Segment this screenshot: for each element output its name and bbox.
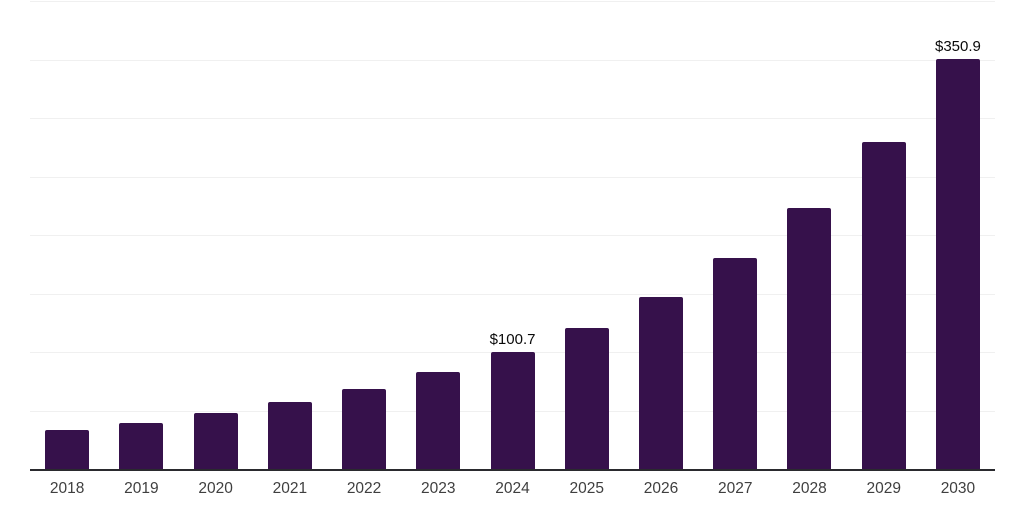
gridline [30, 293, 995, 295]
x-tick-label-2018: 2018 [49, 480, 85, 497]
bar-slot-2020 [178, 2, 252, 470]
bar-slot-2018 [30, 2, 104, 470]
x-axis-line [30, 469, 995, 471]
bar-2022 [342, 389, 387, 470]
x-tick-label-2021: 2021 [272, 480, 308, 497]
bar-2023 [416, 372, 461, 470]
bar-slot-2022 [327, 2, 401, 470]
x-tick-label-2019: 2019 [124, 480, 159, 497]
bar-2030: $350.9 [935, 39, 981, 470]
gridline [30, 118, 995, 119]
bar-slot-2030: $350.9 [921, 2, 995, 470]
bar-value-label-2024: $100.7 [489, 331, 536, 349]
x-tick-label-2028: 2028 [792, 480, 827, 497]
bar-slot-2027 [698, 2, 772, 470]
bar-2027 [713, 258, 758, 470]
bar-slot-2024: $100.7 [475, 2, 549, 470]
x-tick-label-2024: 2024 [495, 480, 530, 497]
x-tick-label-2030: 2030 [940, 480, 976, 497]
gridline [30, 59, 995, 61]
bar-2019 [119, 423, 164, 470]
x-tick-label-2029: 2029 [866, 480, 901, 497]
bar-slot-2026 [624, 2, 698, 470]
bar-slot-2029 [847, 2, 921, 470]
x-tick-label-2025: 2025 [569, 480, 604, 497]
bar-2028 [787, 207, 832, 470]
bar-2024: $100.7 [490, 332, 535, 470]
x-tick-label-2020: 2020 [198, 480, 233, 497]
x-axis-tick-labels: 2018 2019 2020 2021 2022 2023 2024 2025 2026 2027… [30, 481, 995, 497]
bar-2018 [45, 430, 90, 470]
x-tick-label-2023: 2023 [421, 480, 456, 497]
x-tick-label-2022: 2022 [346, 480, 382, 497]
bar-slot-2021 [253, 2, 327, 470]
bar-slot-2028 [772, 2, 846, 470]
bar-2021 [267, 402, 312, 470]
gridline [30, 176, 995, 178]
bar-2026 [638, 296, 683, 470]
bar-2029 [861, 142, 906, 470]
bar-value-label-2030: $350.9 [934, 38, 981, 56]
plot-area: $100.7 $350.9 [30, 1, 995, 471]
bar-slot-2019 [104, 2, 178, 470]
gridline [30, 1, 995, 2]
x-tick-label-2026: 2026 [643, 480, 679, 497]
bar-2025 [564, 328, 609, 470]
x-tick-label-2027: 2027 [717, 480, 753, 497]
bar-slot-2025 [550, 2, 624, 470]
bar-2020 [193, 413, 238, 470]
bars-container: $100.7 $350.9 [30, 2, 995, 470]
gridline [30, 235, 995, 236]
bar-slot-2023 [401, 2, 475, 470]
